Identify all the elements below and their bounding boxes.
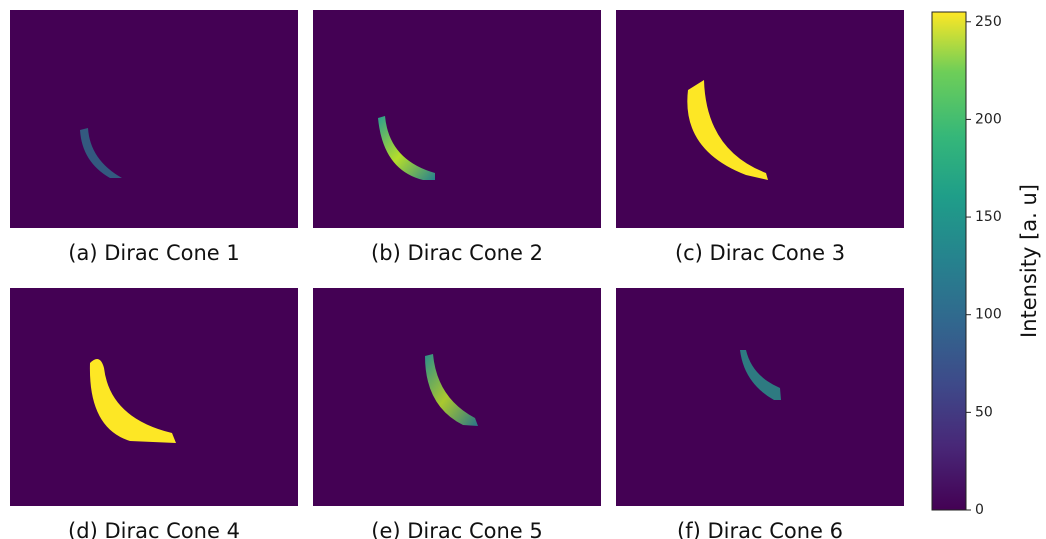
- panel-caption: (d) Dirac Cone 4: [68, 519, 240, 539]
- colorbar-tick-label: 150: [975, 209, 1002, 225]
- panel-caption: (c) Dirac Cone 3: [675, 241, 845, 265]
- panel: [616, 288, 904, 506]
- panel-image: [616, 288, 904, 506]
- panel: [313, 10, 601, 228]
- colorbar-tick-label: 250: [975, 14, 1002, 30]
- colorbar: [932, 12, 966, 510]
- panel-image: [616, 10, 904, 228]
- colorbar-tick-label: 50: [975, 404, 993, 420]
- panel: [10, 288, 298, 506]
- panel-caption: (f) Dirac Cone 6: [677, 519, 843, 539]
- panel-image: [10, 10, 298, 228]
- panel-caption: (a) Dirac Cone 1: [68, 241, 239, 265]
- panel: [10, 10, 298, 228]
- colorbar-tick-label: 100: [975, 307, 1002, 323]
- panel-caption: (e) Dirac Cone 5: [371, 519, 543, 539]
- figure: (a) Dirac Cone 1 (b) Dirac Cone 2 (c) Dira…: [0, 0, 1046, 539]
- panel-image: [313, 10, 601, 228]
- panel: [616, 10, 904, 228]
- panel: [313, 288, 601, 506]
- colorbar-label: Intensity [a. u]: [1017, 184, 1041, 338]
- panel-caption: (b) Dirac Cone 2: [371, 241, 543, 265]
- panel-image: [10, 288, 298, 506]
- colorbar-tick-label: 0: [975, 502, 984, 518]
- colorbar-tick-label: 200: [975, 111, 1002, 127]
- panel-image: [313, 288, 601, 506]
